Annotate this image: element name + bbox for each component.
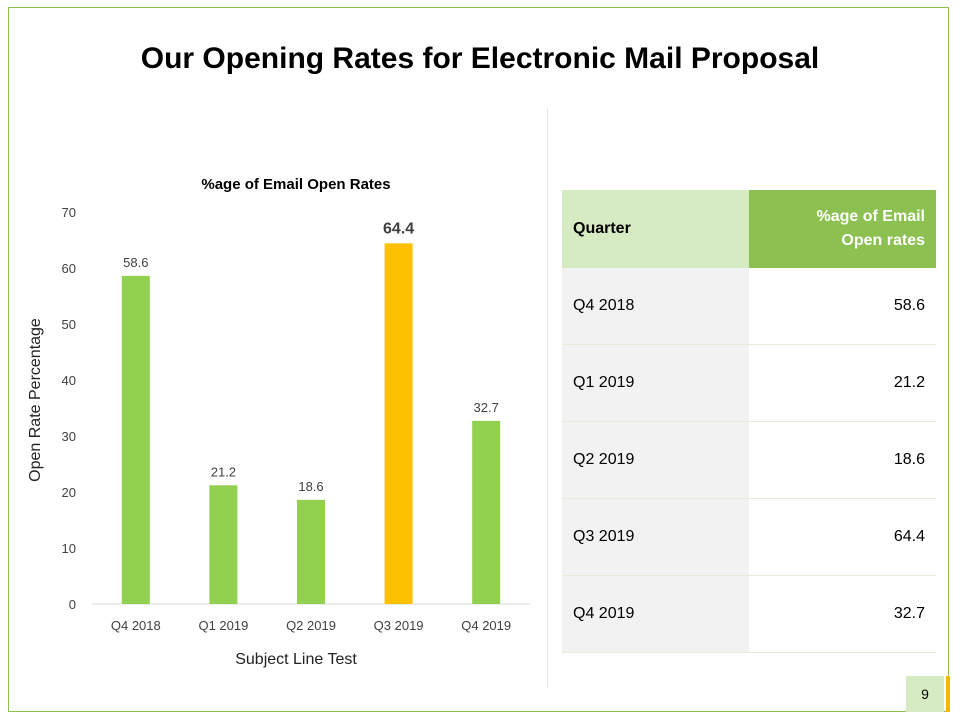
cell-quarter: Q2 2019 bbox=[562, 421, 749, 499]
table-row: Q4 2018 58.6 bbox=[562, 268, 936, 345]
header-open-rates: %age of Email Open rates bbox=[749, 190, 936, 268]
bar-value-label: 64.4 bbox=[383, 220, 414, 237]
y-axis-ticks: 0 10 20 30 40 50 60 70 bbox=[62, 205, 76, 612]
x-tick-label: Q2 2019 bbox=[286, 618, 336, 633]
vertical-divider bbox=[547, 108, 548, 688]
data-table: Quarter %age of Email Open rates Q4 2018… bbox=[562, 190, 936, 653]
header-quarter: Quarter bbox=[562, 190, 749, 268]
cell-value: 32.7 bbox=[749, 575, 936, 653]
cell-quarter: Q3 2019 bbox=[562, 498, 749, 576]
y-tick-label: 70 bbox=[62, 205, 76, 220]
bars-group: 58.6 21.2 18.6 64.4 32.7 bbox=[121, 220, 501, 605]
header-open-rates-line2: Open rates bbox=[841, 232, 925, 249]
cell-value: 18.6 bbox=[749, 421, 936, 499]
bar-q1-2019 bbox=[209, 485, 238, 604]
x-tick-label: Q3 2019 bbox=[374, 618, 424, 633]
x-tick-label: Q4 2018 bbox=[111, 618, 161, 633]
y-axis-label: Open Rate Percentage bbox=[27, 318, 44, 482]
y-tick-label: 40 bbox=[62, 373, 76, 388]
cell-value: 64.4 bbox=[749, 498, 936, 576]
bar-q2-2019 bbox=[297, 499, 325, 604]
cell-value: 58.6 bbox=[749, 268, 936, 345]
bar-q4-2018 bbox=[121, 275, 150, 604]
y-tick-label: 30 bbox=[62, 429, 76, 444]
page-number: 9 bbox=[906, 676, 944, 712]
bar-value-label: 18.6 bbox=[298, 479, 323, 494]
cell-quarter: Q1 2019 bbox=[562, 344, 749, 422]
cell-quarter: Q4 2019 bbox=[562, 575, 749, 653]
header-open-rates-line1: %age of Email bbox=[816, 208, 925, 225]
bar-q3-2019 bbox=[384, 243, 413, 605]
x-axis-label: Subject Line Test bbox=[235, 651, 357, 668]
table-row: Q1 2019 21.2 bbox=[562, 344, 936, 422]
slide-title: Our Opening Rates for Electronic Mail Pr… bbox=[140, 42, 820, 75]
x-tick-label: Q1 2019 bbox=[198, 618, 248, 633]
bar-value-label: 58.6 bbox=[123, 255, 148, 270]
table-header-row: Quarter %age of Email Open rates bbox=[562, 190, 936, 268]
y-tick-label: 0 bbox=[69, 597, 76, 612]
y-tick-label: 20 bbox=[62, 485, 76, 500]
bar-value-label: 21.2 bbox=[211, 464, 236, 479]
page-number-accent bbox=[946, 676, 950, 712]
table-row: Q3 2019 64.4 bbox=[562, 498, 936, 576]
x-axis-ticks: Q4 2018 Q1 2019 Q2 2019 Q3 2019 Q4 2019 bbox=[111, 618, 511, 633]
y-tick-label: 60 bbox=[62, 261, 76, 276]
y-tick-label: 10 bbox=[62, 541, 76, 556]
bar-q4-2019 bbox=[472, 420, 501, 604]
x-tick-label: Q4 2019 bbox=[461, 618, 511, 633]
table-row: Q4 2019 32.7 bbox=[562, 575, 936, 653]
cell-quarter: Q4 2018 bbox=[562, 268, 749, 345]
slide-frame bbox=[8, 7, 949, 712]
table-row: Q2 2019 18.6 bbox=[562, 421, 936, 499]
cell-value: 21.2 bbox=[749, 344, 936, 422]
bar-value-label: 32.7 bbox=[474, 400, 499, 415]
chart-title: %age of Email Open Rates bbox=[201, 176, 390, 193]
bar-chart: %age of Email Open Rates 0 10 20 30 40 50 60 70… bbox=[27, 176, 530, 668]
y-tick-label: 50 bbox=[62, 317, 76, 332]
